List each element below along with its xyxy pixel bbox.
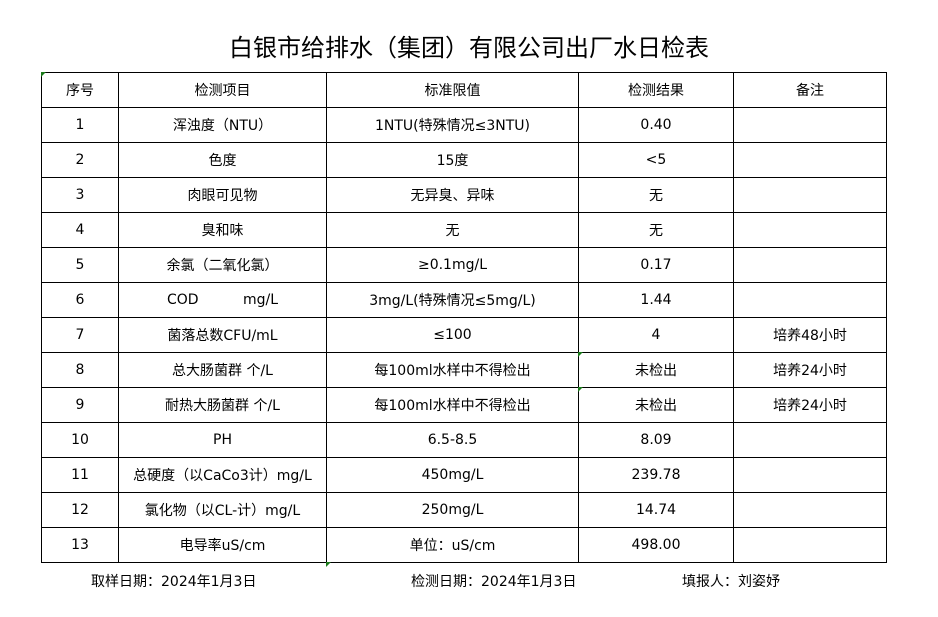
table-cell[interactable]: 5 xyxy=(41,247,119,283)
table-cell[interactable]: 无异臭、异味 xyxy=(326,177,579,213)
table-row: 10 PH 6.5-8.5 8.09 xyxy=(41,422,887,458)
table-row: 12 氯化物（以CL-计）mg/L 250mg/L 14.74 xyxy=(41,492,887,528)
table-cell[interactable]: 培养24小时 xyxy=(733,387,887,423)
table-cell[interactable] xyxy=(733,107,887,143)
table-cell[interactable]: 15度 xyxy=(326,142,579,178)
table-cell[interactable]: 1 xyxy=(41,107,119,143)
table-cell[interactable]: 4 xyxy=(578,317,734,353)
table-row: 6 COD mg/L 3mg/L(特殊情况≤5mg/L) 1.44 xyxy=(41,282,887,318)
table-cell[interactable]: 余氯（二氧化氯） xyxy=(118,247,327,283)
table-cell[interactable]: 10 xyxy=(41,422,119,458)
table-cell[interactable]: 450mg/L xyxy=(326,457,579,493)
table-cell[interactable]: 8 xyxy=(41,352,119,388)
table-cell[interactable]: 单位：uS/cm xyxy=(326,527,579,563)
table-cell[interactable]: 无 xyxy=(326,212,579,248)
table-row: 3 肉眼可见物 无异臭、异味无 xyxy=(41,177,887,213)
table-cell[interactable]: 13 xyxy=(41,527,119,563)
header-cell[interactable]: 检测项目 xyxy=(118,72,327,108)
table-row: 2 色度 15度 <5 xyxy=(41,142,887,178)
table-cell[interactable]: <5 xyxy=(578,142,734,178)
inspection-table: 序号 检测项目 标准限值 检测结果 备注 1 浑浊度（NTU） 1NTU(特殊情况≤… xyxy=(41,72,887,563)
table-cell[interactable]: 0.17 xyxy=(578,247,734,283)
table-row: 11 总硬度（以CaCo3计）mg/L 450mg/L 239.78 xyxy=(41,457,887,493)
table-cell[interactable]: 肉眼可见物 xyxy=(118,177,327,213)
page-title: 白银市给排水（集团）有限公司出厂水日检表 xyxy=(229,34,709,62)
table-cell[interactable] xyxy=(733,492,887,528)
table-cell[interactable]: 2 xyxy=(41,142,119,178)
header-cell[interactable]: 序号 xyxy=(41,72,119,108)
table-cell[interactable]: 250mg/L xyxy=(326,492,579,528)
table-cell[interactable]: 浑浊度（NTU） xyxy=(118,107,327,143)
table-cell[interactable]: 未检出 xyxy=(578,352,734,388)
table-cell[interactable] xyxy=(733,457,887,493)
table-row: 1 浑浊度（NTU） 1NTU(特殊情况≤3NTU) 0.40 xyxy=(41,107,887,143)
table-cell[interactable]: PH xyxy=(118,422,327,458)
table-cell[interactable]: ≥0.1mg/L xyxy=(326,247,579,283)
table-cell[interactable]: 4 xyxy=(41,212,119,248)
table-cell[interactable]: 14.74 xyxy=(578,492,734,528)
table-cell[interactable]: COD mg/L xyxy=(118,282,327,318)
filled-by: 填报人：刘姿妤 xyxy=(682,574,780,590)
cell-marker xyxy=(41,72,46,77)
table-cell[interactable]: 8.09 xyxy=(578,422,734,458)
table-cell[interactable]: 每100ml水样中不得检出 xyxy=(326,387,579,423)
table-cell[interactable]: 每100ml水样中不得检出 xyxy=(326,352,579,388)
table-row: 13 电导率uS/cm 单位：uS/cm 498.00 xyxy=(41,527,887,563)
table-cell[interactable] xyxy=(733,247,887,283)
table-cell[interactable]: 1NTU(特殊情况≤3NTU) xyxy=(326,107,579,143)
header-cell[interactable]: 检测结果 xyxy=(578,72,734,108)
table-row: 7 菌落总数CFU/mL ≤100 4 培养48小时 xyxy=(41,317,887,353)
table-cell[interactable]: 239.78 xyxy=(578,457,734,493)
table-cell[interactable]: 1.44 xyxy=(578,282,734,318)
table-cell[interactable] xyxy=(733,142,887,178)
sampling-date: 取样日期：2024年1月3日 xyxy=(91,574,257,590)
table-row: 4 臭和味无无 xyxy=(41,212,887,248)
table-cell[interactable] xyxy=(733,177,887,213)
table-cell[interactable]: 耐热大肠菌群 个/L xyxy=(118,387,327,423)
table-cell[interactable]: 无 xyxy=(578,212,734,248)
table-cell[interactable]: 9 xyxy=(41,387,119,423)
table-cell[interactable]: 无 xyxy=(578,177,734,213)
cell-marker xyxy=(578,352,583,357)
table-cell[interactable]: 培养48小时 xyxy=(733,317,887,353)
table-cell[interactable] xyxy=(733,422,887,458)
table-cell[interactable]: 0.40 xyxy=(578,107,734,143)
table-row: 9 耐热大肠菌群 个/L 每100ml水样中不得检出 未检出 培养24小时 xyxy=(41,387,887,423)
table-cell[interactable]: 培养24小时 xyxy=(733,352,887,388)
cell-marker xyxy=(326,562,331,567)
table-cell[interactable]: 6 xyxy=(41,282,119,318)
table-cell[interactable]: 臭和味 xyxy=(118,212,327,248)
table-cell[interactable]: 12 xyxy=(41,492,119,528)
table-cell[interactable] xyxy=(733,212,887,248)
table-cell[interactable]: 氯化物（以CL-计）mg/L xyxy=(118,492,327,528)
header-cell[interactable]: 备注 xyxy=(733,72,887,108)
table-cell[interactable]: 总硬度（以CaCo3计）mg/L xyxy=(118,457,327,493)
table-row: 8 总大肠菌群 个/L 每100ml水样中不得检出 未检出 培养24小时 xyxy=(41,352,887,388)
test-date: 检测日期：2024年1月3日 xyxy=(411,574,577,590)
table-cell[interactable]: 3 xyxy=(41,177,119,213)
header-cell[interactable]: 标准限值 xyxy=(326,72,579,108)
table-row: 5 余氯（二氧化氯） ≥0.1mg/L 0.17 xyxy=(41,247,887,283)
table-cell[interactable]: 电导率uS/cm xyxy=(118,527,327,563)
table-cell[interactable]: 总大肠菌群 个/L xyxy=(118,352,327,388)
table-cell[interactable]: 3mg/L(特殊情况≤5mg/L) xyxy=(326,282,579,318)
header-row: 序号 检测项目 标准限值 检测结果 备注 xyxy=(41,72,887,108)
table-cell[interactable]: 菌落总数CFU/mL xyxy=(118,317,327,353)
table-cell[interactable]: 11 xyxy=(41,457,119,493)
table-cell[interactable] xyxy=(733,527,887,563)
table-cell[interactable]: 7 xyxy=(41,317,119,353)
table-cell[interactable] xyxy=(733,282,887,318)
table-cell[interactable]: 498.00 xyxy=(578,527,734,563)
table-cell[interactable]: ≤100 xyxy=(326,317,579,353)
cell-marker xyxy=(578,387,583,392)
table-cell[interactable]: 色度 xyxy=(118,142,327,178)
table-cell[interactable]: 6.5-8.5 xyxy=(326,422,579,458)
table-cell[interactable]: 未检出 xyxy=(578,387,734,423)
